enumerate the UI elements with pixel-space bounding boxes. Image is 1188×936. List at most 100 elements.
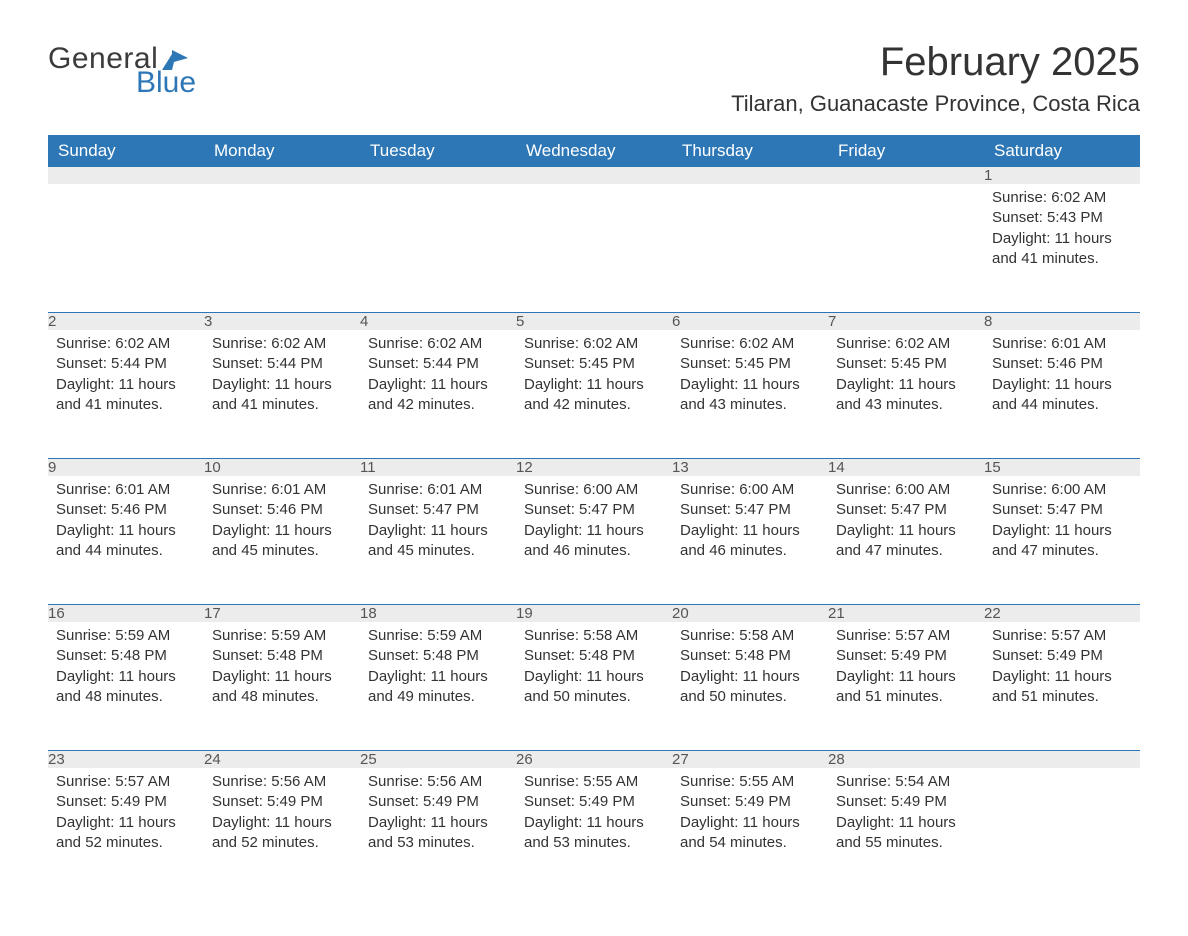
daylight-line: Daylight: 11 hours and 55 minutes. bbox=[836, 813, 976, 854]
logo: General Blue bbox=[48, 44, 196, 98]
sunrise-line: Sunrise: 6:00 AM bbox=[524, 480, 664, 500]
sunrise-line: Sunrise: 5:58 AM bbox=[680, 626, 820, 646]
title-block: February 2025 Tilaran, Guanacaste Provin… bbox=[731, 40, 1140, 117]
sunset-line: Sunset: 5:46 PM bbox=[992, 354, 1132, 374]
sunrise-line: Sunrise: 6:02 AM bbox=[56, 334, 196, 354]
day-cell: Sunrise: 6:01 AMSunset: 5:47 PMDaylight:… bbox=[360, 476, 516, 604]
day-number: 22 bbox=[984, 605, 1140, 623]
day-cell: Sunrise: 5:57 AMSunset: 5:49 PMDaylight:… bbox=[828, 622, 984, 750]
sunset-line: Sunset: 5:48 PM bbox=[368, 646, 508, 666]
day-number: 3 bbox=[204, 313, 360, 331]
day-cell: Sunrise: 6:00 AMSunset: 5:47 PMDaylight:… bbox=[516, 476, 672, 604]
sunset-line: Sunset: 5:48 PM bbox=[524, 646, 664, 666]
day-number bbox=[204, 167, 360, 184]
day-cell: Sunrise: 6:02 AMSunset: 5:45 PMDaylight:… bbox=[672, 330, 828, 458]
day-cell bbox=[360, 184, 516, 312]
sunrise-line: Sunrise: 6:01 AM bbox=[368, 480, 508, 500]
day-number: 20 bbox=[672, 605, 828, 623]
sunrise-line: Sunrise: 5:59 AM bbox=[212, 626, 352, 646]
day-cell: Sunrise: 6:02 AMSunset: 5:44 PMDaylight:… bbox=[204, 330, 360, 458]
sunrise-line: Sunrise: 6:02 AM bbox=[992, 188, 1132, 208]
day-cell: Sunrise: 6:02 AMSunset: 5:45 PMDaylight:… bbox=[828, 330, 984, 458]
day-number: 1 bbox=[984, 167, 1140, 184]
location-subtitle: Tilaran, Guanacaste Province, Costa Rica bbox=[731, 91, 1140, 117]
day-number: 7 bbox=[828, 313, 984, 331]
sunset-line: Sunset: 5:44 PM bbox=[212, 354, 352, 374]
day-number: 15 bbox=[984, 459, 1140, 477]
sunrise-line: Sunrise: 6:01 AM bbox=[212, 480, 352, 500]
sunset-line: Sunset: 5:49 PM bbox=[680, 792, 820, 812]
day-cell: Sunrise: 5:56 AMSunset: 5:49 PMDaylight:… bbox=[204, 768, 360, 896]
daylight-line: Daylight: 11 hours and 43 minutes. bbox=[680, 375, 820, 416]
daylight-line: Daylight: 11 hours and 47 minutes. bbox=[992, 521, 1132, 562]
sunset-line: Sunset: 5:48 PM bbox=[56, 646, 196, 666]
sunrise-line: Sunrise: 5:57 AM bbox=[992, 626, 1132, 646]
sunrise-line: Sunrise: 5:59 AM bbox=[56, 626, 196, 646]
day-cell: Sunrise: 6:00 AMSunset: 5:47 PMDaylight:… bbox=[828, 476, 984, 604]
weekday-header-row: SundayMondayTuesdayWednesdayThursdayFrid… bbox=[48, 135, 1140, 167]
sunrise-line: Sunrise: 5:54 AM bbox=[836, 772, 976, 792]
weekday-header: Tuesday bbox=[360, 135, 516, 167]
sunset-line: Sunset: 5:47 PM bbox=[680, 500, 820, 520]
daynum-row: 2345678 bbox=[48, 313, 1140, 331]
daynum-row: 16171819202122 bbox=[48, 605, 1140, 623]
weekday-header: Wednesday bbox=[516, 135, 672, 167]
sunset-line: Sunset: 5:47 PM bbox=[992, 500, 1132, 520]
day-cell: Sunrise: 6:01 AMSunset: 5:46 PMDaylight:… bbox=[204, 476, 360, 604]
daylight-line: Daylight: 11 hours and 41 minutes. bbox=[992, 229, 1132, 270]
sunset-line: Sunset: 5:49 PM bbox=[836, 792, 976, 812]
sunrise-line: Sunrise: 6:02 AM bbox=[524, 334, 664, 354]
weekday-header: Sunday bbox=[48, 135, 204, 167]
day-number: 23 bbox=[48, 751, 204, 769]
day-cell: Sunrise: 5:57 AMSunset: 5:49 PMDaylight:… bbox=[48, 768, 204, 896]
day-number: 13 bbox=[672, 459, 828, 477]
daylight-line: Daylight: 11 hours and 42 minutes. bbox=[524, 375, 664, 416]
sunset-line: Sunset: 5:43 PM bbox=[992, 208, 1132, 228]
sunset-line: Sunset: 5:45 PM bbox=[680, 354, 820, 374]
day-number: 16 bbox=[48, 605, 204, 623]
sunrise-line: Sunrise: 5:55 AM bbox=[680, 772, 820, 792]
logo-text-blue: Blue bbox=[136, 68, 196, 98]
day-cell bbox=[828, 184, 984, 312]
day-number: 11 bbox=[360, 459, 516, 477]
page-title: February 2025 bbox=[731, 40, 1140, 85]
day-number: 25 bbox=[360, 751, 516, 769]
day-cell: Sunrise: 5:56 AMSunset: 5:49 PMDaylight:… bbox=[360, 768, 516, 896]
sunrise-line: Sunrise: 6:00 AM bbox=[680, 480, 820, 500]
sunrise-line: Sunrise: 5:55 AM bbox=[524, 772, 664, 792]
daylight-line: Daylight: 11 hours and 42 minutes. bbox=[368, 375, 508, 416]
daylight-line: Daylight: 11 hours and 51 minutes. bbox=[992, 667, 1132, 708]
day-number: 12 bbox=[516, 459, 672, 477]
day-number bbox=[984, 751, 1140, 769]
daynum-row: 9101112131415 bbox=[48, 459, 1140, 477]
sunrise-line: Sunrise: 6:00 AM bbox=[992, 480, 1132, 500]
sunrise-line: Sunrise: 6:02 AM bbox=[836, 334, 976, 354]
sunset-line: Sunset: 5:47 PM bbox=[368, 500, 508, 520]
day-number bbox=[516, 167, 672, 184]
day-number: 9 bbox=[48, 459, 204, 477]
day-number: 8 bbox=[984, 313, 1140, 331]
day-cell bbox=[672, 184, 828, 312]
sunrise-line: Sunrise: 5:58 AM bbox=[524, 626, 664, 646]
daylight-line: Daylight: 11 hours and 47 minutes. bbox=[836, 521, 976, 562]
sunset-line: Sunset: 5:49 PM bbox=[212, 792, 352, 812]
sunset-line: Sunset: 5:44 PM bbox=[56, 354, 196, 374]
daylight-line: Daylight: 11 hours and 46 minutes. bbox=[680, 521, 820, 562]
calendar-table: SundayMondayTuesdayWednesdayThursdayFrid… bbox=[48, 135, 1140, 896]
sunset-line: Sunset: 5:45 PM bbox=[836, 354, 976, 374]
sunrise-line: Sunrise: 5:59 AM bbox=[368, 626, 508, 646]
daylight-line: Daylight: 11 hours and 45 minutes. bbox=[368, 521, 508, 562]
week-row: Sunrise: 6:01 AMSunset: 5:46 PMDaylight:… bbox=[48, 476, 1140, 604]
day-cell: Sunrise: 6:02 AMSunset: 5:45 PMDaylight:… bbox=[516, 330, 672, 458]
sunrise-line: Sunrise: 5:56 AM bbox=[212, 772, 352, 792]
weekday-header: Saturday bbox=[984, 135, 1140, 167]
sunset-line: Sunset: 5:49 PM bbox=[56, 792, 196, 812]
day-number: 6 bbox=[672, 313, 828, 331]
daylight-line: Daylight: 11 hours and 49 minutes. bbox=[368, 667, 508, 708]
daylight-line: Daylight: 11 hours and 46 minutes. bbox=[524, 521, 664, 562]
sunrise-line: Sunrise: 6:02 AM bbox=[212, 334, 352, 354]
sunrise-line: Sunrise: 5:57 AM bbox=[836, 626, 976, 646]
daylight-line: Daylight: 11 hours and 51 minutes. bbox=[836, 667, 976, 708]
day-cell: Sunrise: 5:55 AMSunset: 5:49 PMDaylight:… bbox=[516, 768, 672, 896]
day-number: 5 bbox=[516, 313, 672, 331]
